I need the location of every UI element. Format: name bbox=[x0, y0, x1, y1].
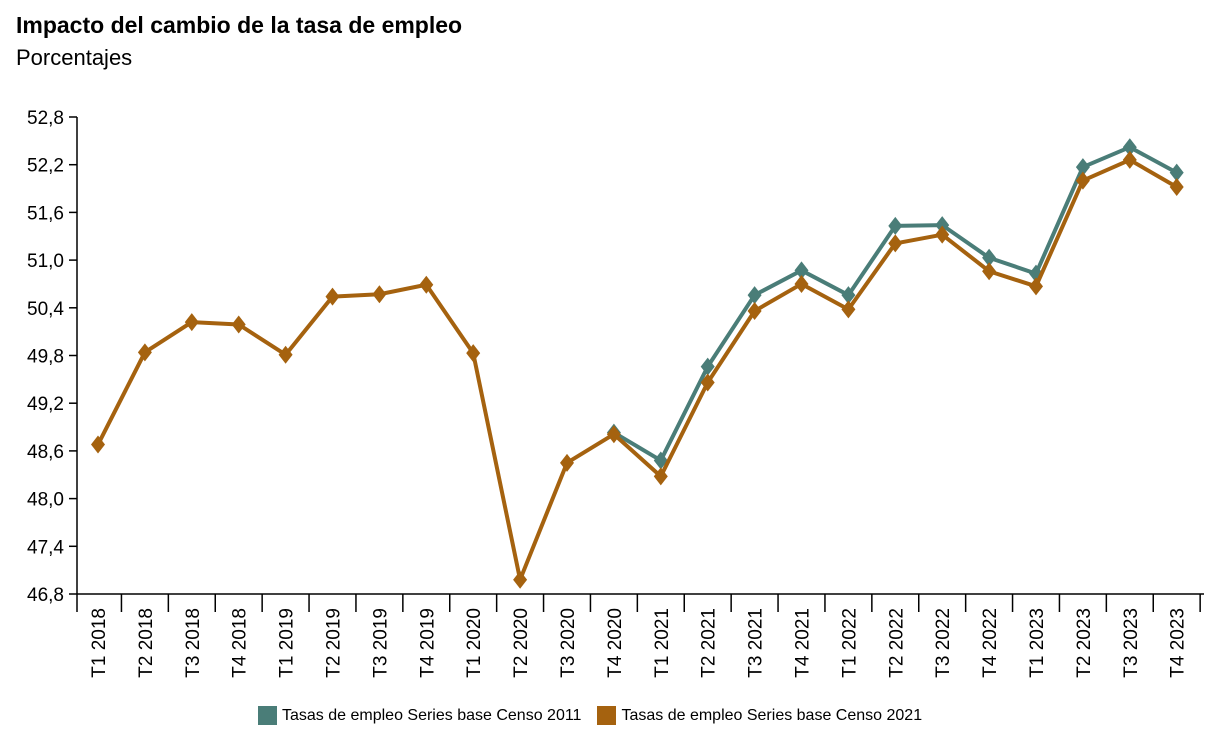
legend-item-censo-2021: Tasas de empleo Series base Censo 2021 bbox=[597, 706, 922, 725]
x-tick-label: T4 2018 bbox=[230, 608, 251, 678]
legend-swatch-censo-2021 bbox=[597, 706, 617, 725]
data-point bbox=[935, 216, 950, 235]
data-point bbox=[372, 285, 387, 304]
data-point bbox=[325, 287, 340, 306]
data-point bbox=[513, 570, 528, 589]
data-point bbox=[1169, 163, 1184, 182]
series-line bbox=[96, 157, 1178, 582]
legend-label-censo-2021: Tasas de empleo Series base Censo 2021 bbox=[621, 706, 923, 724]
chart-title: Impacto del cambio de la tasa de empleo bbox=[16, 12, 463, 38]
x-tick-label: T3 2018 bbox=[183, 608, 204, 678]
data-point bbox=[1122, 138, 1137, 157]
legend-item-censo-2011: Tasas de empleo Series base Censo 2011 bbox=[258, 706, 581, 725]
data-point bbox=[747, 286, 762, 305]
data-point bbox=[653, 467, 668, 486]
y-axis: 46,8 47,4 48,0 48,6 49,2 49,8 50,4 51,0 51,6 52,2… bbox=[27, 108, 78, 606]
data-point bbox=[1075, 158, 1090, 177]
legend-label-censo-2011: Tasas de empleo Series base Censo 2011 bbox=[282, 706, 582, 724]
y-tick-label: 49,2 bbox=[27, 394, 64, 415]
data-point bbox=[700, 357, 715, 376]
y-tick-label: 50,4 bbox=[27, 299, 64, 320]
data-point bbox=[747, 301, 762, 320]
data-point bbox=[137, 343, 152, 362]
data-point bbox=[1122, 150, 1137, 169]
data-point bbox=[1029, 277, 1043, 296]
y-tick-label: 52,2 bbox=[27, 156, 64, 177]
x-tick-label: T1 2020 bbox=[464, 608, 485, 678]
x-tick-label: T3 2020 bbox=[558, 608, 579, 678]
x-tick-label: T3 2022 bbox=[933, 608, 954, 678]
data-point bbox=[91, 435, 105, 454]
series-censo-2011 bbox=[606, 138, 1184, 470]
x-tick-label: T1 2019 bbox=[277, 608, 298, 678]
x-tick-label: T1 2023 bbox=[1027, 608, 1048, 678]
data-point bbox=[888, 216, 903, 235]
x-tick-label: T1 2021 bbox=[652, 608, 673, 678]
x-tick-label: T2 2023 bbox=[1074, 608, 1095, 678]
data-point bbox=[606, 425, 621, 444]
data-point bbox=[466, 344, 481, 363]
chart-subtitle: Porcentajes bbox=[16, 45, 133, 70]
x-tick-label: T1 2022 bbox=[839, 608, 860, 678]
data-point bbox=[935, 225, 950, 244]
y-tick-label: 52,8 bbox=[27, 108, 64, 129]
line-chart: 46,8 47,4 48,0 48,6 49,2 49,8 50,4 51,0 51,6 52,2… bbox=[27, 108, 1204, 678]
data-point bbox=[841, 300, 856, 319]
data-point bbox=[982, 262, 997, 281]
x-tick-label: T4 2022 bbox=[980, 608, 1001, 678]
y-tick-label: 49,8 bbox=[27, 347, 64, 368]
data-point bbox=[231, 315, 246, 334]
series-censo-2021 bbox=[91, 150, 1184, 589]
data-point bbox=[700, 373, 715, 392]
y-tick-label: 47,4 bbox=[27, 537, 64, 558]
data-point bbox=[278, 345, 293, 364]
x-tick-label: T4 2019 bbox=[417, 608, 438, 678]
x-tick-label: T4 2023 bbox=[1168, 608, 1189, 678]
x-tick-label: T1 2018 bbox=[89, 608, 110, 678]
x-tick-label: T3 2019 bbox=[370, 608, 391, 678]
data-point bbox=[841, 286, 856, 305]
legend-swatch-censo-2011 bbox=[258, 706, 277, 725]
x-tick-label: T4 2020 bbox=[605, 608, 626, 678]
x-tick-label: T2 2021 bbox=[699, 608, 720, 678]
data-point bbox=[560, 453, 574, 472]
x-tick-label: T3 2023 bbox=[1121, 608, 1142, 678]
data-point bbox=[1169, 177, 1184, 196]
x-tick-label: T2 2018 bbox=[136, 608, 157, 678]
series-lines bbox=[91, 138, 1184, 589]
data-point bbox=[1075, 171, 1090, 190]
x-tick-label: T2 2019 bbox=[324, 608, 345, 678]
data-point bbox=[794, 261, 809, 280]
data-point bbox=[982, 248, 997, 267]
y-tick-label: 48,6 bbox=[27, 442, 64, 463]
y-tick-label: 51,6 bbox=[27, 203, 64, 224]
data-point bbox=[888, 234, 903, 253]
legend: Tasas de empleo Series base Censo 2011 T… bbox=[258, 706, 938, 725]
x-axis: T1 2018 T2 2018 T3 2018 T4 2018 T1 2019 T2 20… bbox=[76, 593, 1204, 678]
x-tick-label: T2 2022 bbox=[886, 608, 907, 678]
x-tick-label: T3 2021 bbox=[746, 608, 767, 678]
data-point bbox=[184, 313, 199, 332]
series-line bbox=[612, 145, 1178, 463]
x-tick-label: T2 2020 bbox=[511, 608, 532, 678]
y-tick-label: 48,0 bbox=[27, 490, 64, 511]
y-tick-label: 46,8 bbox=[27, 585, 64, 606]
data-point bbox=[794, 274, 809, 293]
y-tick-label: 51,0 bbox=[27, 251, 64, 272]
data-point bbox=[419, 275, 434, 294]
x-tick-label: T4 2021 bbox=[793, 608, 814, 678]
